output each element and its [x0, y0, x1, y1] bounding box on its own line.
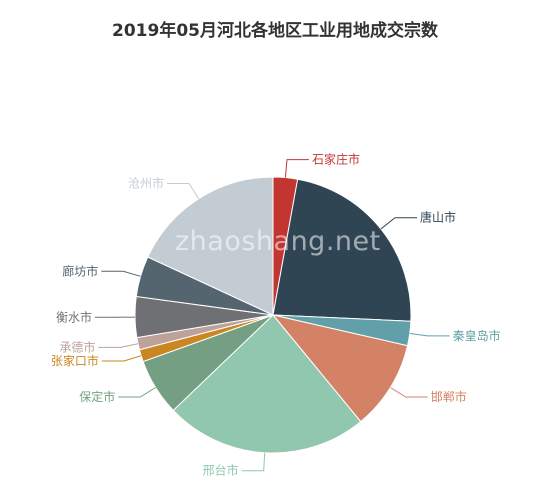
- label-leader-line: [101, 355, 142, 362]
- label-leader-line: [118, 387, 156, 398]
- watermark: zhaoshang.net: [175, 226, 381, 257]
- label-leader-line: [98, 343, 139, 348]
- slice-label: 衡水市: [56, 309, 92, 324]
- label-leader-line: [284, 159, 309, 178]
- slice-label: 唐山市: [420, 210, 456, 225]
- label-leader-line: [241, 452, 266, 472]
- slice-label: 承德市: [59, 339, 95, 354]
- label-leader-line: [409, 333, 450, 337]
- label-leader-line: [390, 387, 428, 398]
- slice-label: 沧州市: [128, 176, 164, 191]
- label-leader-line: [380, 217, 417, 230]
- chart-title: 2019年05月河北各地区工业用地成交宗数: [112, 21, 438, 41]
- pie-slice[interactable]: [172, 314, 362, 454]
- slice-label: 保定市: [79, 389, 115, 404]
- slice-label: 秦皇岛市: [453, 328, 501, 343]
- label-leader-line: [167, 183, 200, 199]
- pie-slice[interactable]: [147, 176, 274, 316]
- slice-label: 张家口市: [51, 353, 99, 368]
- slice-label: 邢台市: [203, 463, 239, 478]
- pie-slice[interactable]: [272, 178, 412, 322]
- slice-label: 石家庄市: [312, 152, 360, 167]
- slice-label: 邯郸市: [431, 389, 467, 404]
- label-leader-line: [101, 270, 141, 277]
- slice-label: 廊坊市: [62, 263, 98, 278]
